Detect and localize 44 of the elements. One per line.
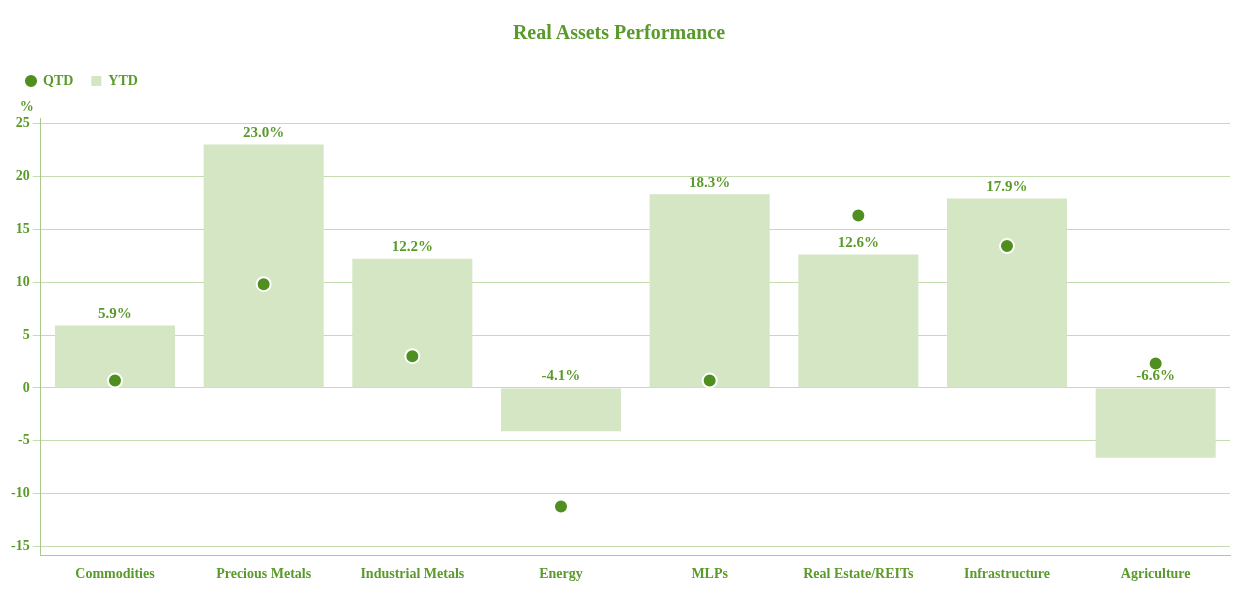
y-tick-label: 15	[15, 220, 30, 236]
x-tick-label: Industrial Metals	[360, 566, 465, 582]
data-label: 12.2%	[391, 238, 433, 255]
point	[850, 207, 867, 224]
point	[255, 276, 272, 293]
bar	[500, 388, 622, 432]
data-label: 12.6%	[837, 233, 879, 250]
x-tick-label: Commodities	[75, 566, 156, 582]
point	[999, 238, 1015, 255]
y-tick-label: -10	[10, 485, 30, 501]
data-label: -4.1%	[541, 367, 581, 384]
data-label: 23.0%	[243, 123, 285, 140]
bar	[798, 254, 919, 388]
x-tick-label: Precious Metals	[216, 566, 312, 582]
bar	[1095, 388, 1216, 458]
point	[701, 372, 718, 389]
legend-label: YTD	[108, 72, 138, 88]
data-label: 18.3%	[689, 173, 731, 190]
bar	[946, 198, 1068, 388]
y-tick-label: 5	[22, 326, 30, 342]
point	[404, 348, 421, 365]
bar	[352, 258, 473, 388]
point	[107, 372, 123, 389]
x-tick-label: MLPs	[691, 566, 729, 582]
y-axis-title: %	[19, 98, 34, 114]
bar	[203, 144, 324, 388]
y-tick-label: -5	[17, 432, 30, 448]
bar	[649, 194, 770, 388]
x-tick-label: Real Estate/REITs	[803, 566, 915, 582]
legend-label: QTD	[43, 72, 74, 88]
bar	[54, 325, 176, 388]
x-tick-label: Agriculture	[1120, 566, 1191, 582]
x-tick-label: Energy	[539, 566, 583, 582]
y-tick-label: 20	[15, 167, 30, 183]
y-tick-label: 25	[15, 114, 30, 130]
x-tick-label: Infrastructure	[963, 566, 1051, 582]
y-tick-label: -15	[10, 538, 30, 554]
data-label: -6.6%	[1136, 367, 1176, 384]
chart-title: Real Assets Performance	[512, 21, 726, 44]
point	[553, 498, 569, 515]
data-label: 17.9%	[986, 177, 1028, 194]
y-tick-label: 0	[22, 379, 30, 395]
y-tick-label: 10	[15, 273, 30, 289]
data-label: 5.9%	[98, 304, 132, 321]
